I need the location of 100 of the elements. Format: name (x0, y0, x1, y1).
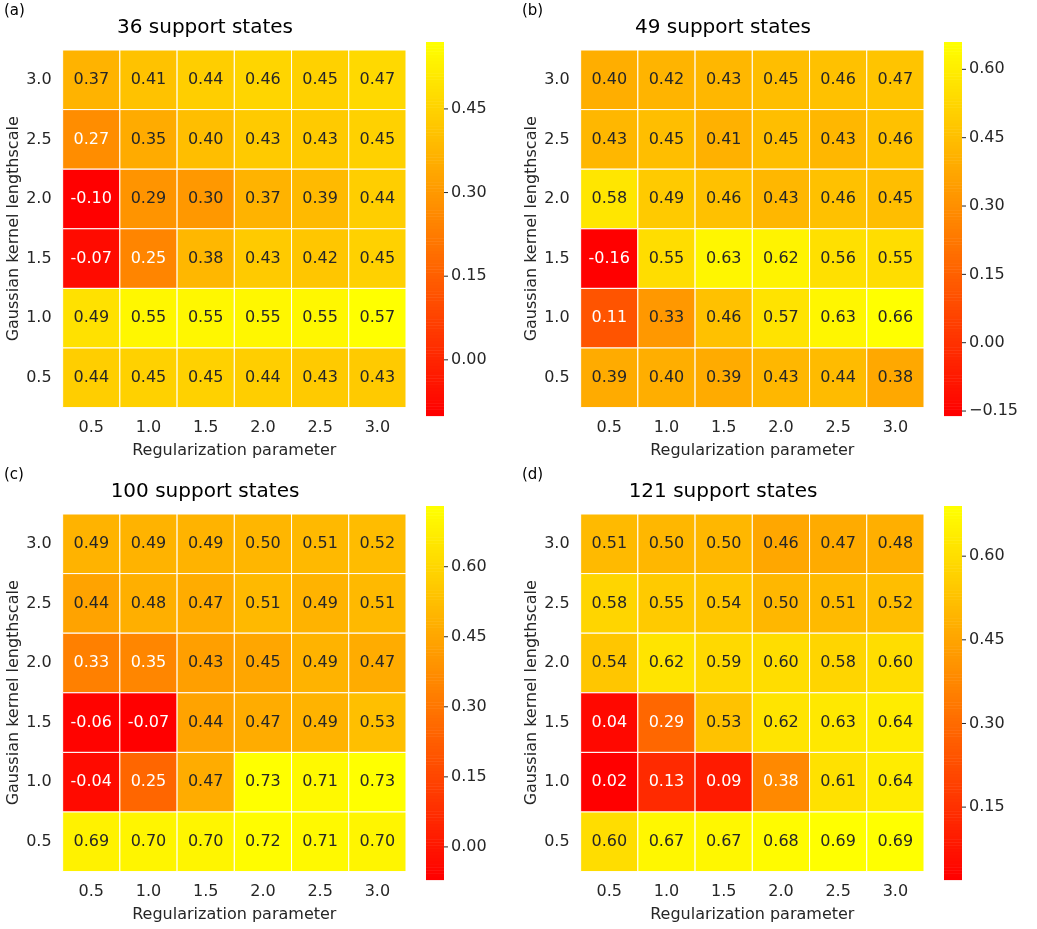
data-label: 0.45 (877, 188, 914, 208)
data-label: 0.02 (591, 771, 628, 791)
y-tick-label: 2.5 (544, 592, 570, 612)
x-tick-label: 0.5 (596, 417, 622, 437)
data-label: 0.50 (245, 532, 281, 552)
data-label: 0.43 (591, 128, 628, 148)
data-label: 0.51 (302, 532, 338, 552)
color-bar-label: 0.15 (451, 766, 487, 786)
data-label: 0.44 (187, 68, 224, 88)
data-label: 0.52 (359, 532, 396, 552)
x-tick-label: 1.0 (653, 881, 680, 901)
data-label: 0.45 (302, 68, 338, 88)
x-tick-label: 0.5 (78, 417, 104, 437)
data-label: 0.55 (130, 307, 167, 327)
x-tick-label: 2.0 (768, 881, 794, 901)
data-label: 0.09 (705, 771, 742, 791)
color-bar-label: 0.00 (969, 331, 1005, 351)
text: (d) (522, 465, 544, 484)
color-bar-label: 0.45 (969, 628, 1005, 648)
data-label: 0.37 (245, 188, 281, 208)
data-label: 0.49 (648, 188, 685, 208)
data-label: 0.39 (705, 366, 742, 386)
data-label: 0.47 (820, 532, 856, 552)
y-tick-label: 1.0 (544, 771, 570, 791)
color-bar-label: 0.45 (451, 98, 487, 118)
data-label: 0.38 (763, 771, 799, 791)
data-label: 0.44 (73, 366, 110, 386)
data-label: 0.51 (591, 532, 628, 552)
chart-title: 100 support states (110, 478, 300, 503)
data-label: 0.43 (763, 188, 799, 208)
data-label: 0.35 (130, 128, 167, 148)
data-label: 0.25 (130, 247, 167, 267)
data-label: 0.45 (648, 128, 685, 148)
color-bar-label: 0.15 (451, 265, 487, 285)
data-label: 0.40 (648, 366, 685, 386)
data-label: 0.73 (245, 771, 281, 791)
data-label: 0.43 (245, 128, 281, 148)
x-tick-label: 2.5 (825, 881, 851, 901)
data-label: 0.45 (130, 366, 167, 386)
data-label: 0.70 (187, 830, 224, 850)
data-label: 0.29 (648, 711, 685, 731)
y-tick-label: 1.5 (544, 247, 570, 267)
x-tick-label: 1.5 (710, 881, 737, 901)
data-label: 0.45 (359, 247, 396, 267)
x-tick-label: 2.0 (250, 881, 276, 901)
y-tick-label: 2.5 (26, 592, 52, 612)
data-label: 0.43 (302, 366, 338, 386)
data-label: 0.57 (763, 307, 799, 327)
data-label: 0.47 (187, 771, 224, 791)
x-tick-label: 3.0 (364, 881, 391, 901)
data-label: 0.39 (302, 188, 338, 208)
y-tick-label: 3.0 (26, 68, 52, 88)
y-tick-label: 2.0 (26, 652, 52, 672)
data-label: 0.37 (73, 68, 110, 88)
data-label: 0.70 (130, 830, 167, 850)
data-label: 0.60 (763, 652, 799, 672)
color-bar-label: 0.60 (969, 545, 1005, 565)
data-label: 0.50 (763, 592, 799, 612)
chart-title: 121 support states (628, 478, 818, 503)
data-label: 0.43 (763, 366, 799, 386)
data-label: 0.44 (73, 592, 110, 612)
color-bar-label: 0.00 (451, 836, 487, 856)
y-axis-title: Gaussian kernel lengthscale (2, 580, 22, 806)
y-tick-label: 3.0 (26, 532, 52, 552)
x-tick-label: 0.5 (596, 881, 622, 901)
x-axis-title: Regularization parameter (132, 903, 337, 923)
data-label: 0.45 (187, 366, 224, 386)
data-label: 0.47 (187, 592, 224, 612)
data-label: 0.47 (245, 711, 281, 731)
y-axis-title: Gaussian kernel lengthscale (520, 116, 540, 342)
data-label: 0.68 (763, 830, 799, 850)
data-label: 0.38 (877, 366, 914, 386)
data-label: 0.46 (820, 68, 856, 88)
y-tick-label: 0.5 (544, 366, 570, 386)
data-label: 0.11 (591, 307, 628, 327)
data-label: 0.44 (245, 366, 281, 386)
x-tick-label: 2.5 (307, 417, 333, 437)
data-label: 0.44 (187, 711, 224, 731)
data-label: 0.71 (302, 771, 338, 791)
data-label: -0.07 (70, 247, 112, 267)
data-label: 0.40 (591, 68, 628, 88)
data-label: -0.07 (127, 711, 170, 731)
data-label: 0.62 (763, 247, 799, 267)
y-tick-label: 3.0 (544, 68, 570, 88)
data-label: 0.66 (877, 307, 914, 327)
data-label: 0.62 (763, 711, 799, 731)
data-label: -0.04 (70, 771, 112, 791)
color-bar-label: 0.15 (969, 263, 1005, 283)
color-bar-label: 0.45 (969, 126, 1005, 146)
data-label: -0.10 (70, 188, 112, 208)
data-label: 0.55 (877, 247, 914, 267)
data-label: 0.39 (591, 366, 628, 386)
y-tick-label: 3.0 (544, 532, 570, 552)
y-tick-label: 1.0 (26, 771, 52, 791)
color-bar-label: 0.30 (451, 695, 487, 715)
data-label: 0.55 (187, 307, 224, 327)
x-tick-label: 3.0 (882, 417, 909, 437)
data-label: 0.58 (591, 188, 628, 208)
data-label: 0.49 (302, 592, 338, 612)
data-label: 0.49 (187, 532, 224, 552)
